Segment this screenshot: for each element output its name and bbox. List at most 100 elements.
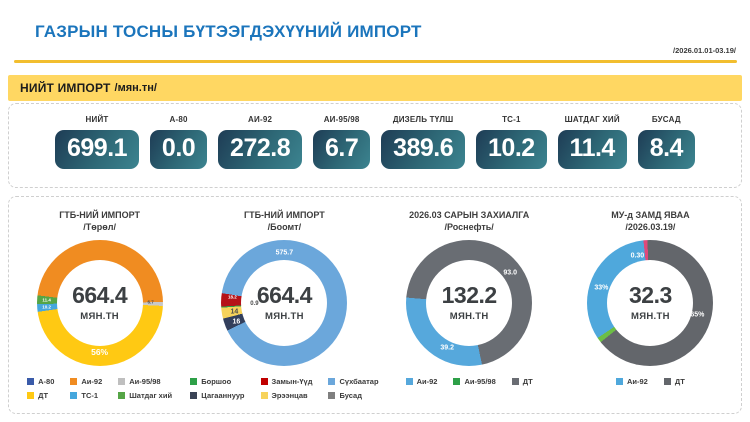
legend-swatch-icon xyxy=(328,392,336,400)
total-import-label: НИЙТ ИМПОРТ xyxy=(20,81,111,95)
legend-label: Сүхбаатар xyxy=(339,377,379,387)
legend-swatch-icon xyxy=(27,392,35,400)
legend-swatch-icon xyxy=(118,392,126,400)
date-range: /2026.01.01-03.19/ xyxy=(673,46,736,55)
donut-data-label: 575.7 xyxy=(275,249,294,257)
legend-swatch-icon xyxy=(405,378,413,386)
donut-data-label: 14 xyxy=(230,308,239,316)
panel-monthly-order: 2026.03 САРЫН ЗАХИАЛГА /Роснефть/ 132.2 … xyxy=(379,197,560,413)
legend-item: Аи-92 xyxy=(615,377,648,386)
donut-data-label: 65% xyxy=(690,311,705,319)
donut-hole: 32.3 МЯН.ТН xyxy=(607,260,694,347)
kpi-value: 389.6 xyxy=(381,130,466,169)
kpi-label: БУСАД xyxy=(651,115,681,124)
kpi-label: ШАТДАГ ХИЙ xyxy=(564,115,620,124)
legend-label: Шатдаг хий xyxy=(129,391,173,401)
legend-swatch-icon xyxy=(511,378,519,386)
donut-legend: А-80 Аи-92 Аи-95/98 ДТ ТС-1 Шатдаг хий xyxy=(27,377,172,400)
kpi-ai92: АИ-92 272.8 xyxy=(218,115,303,169)
donut-center-unit: МЯН.ТН xyxy=(265,311,304,323)
kpi-label: А-80 xyxy=(169,115,188,124)
legend-item: Шатдаг хий xyxy=(118,391,172,400)
page-title: ГАЗРЫН ТОСНЫ БҮТЭЭГДЭХҮҮНИЙ ИМПОРТ xyxy=(35,22,422,41)
donut-title: МУ-д ЗАМД ЯВАА xyxy=(611,210,690,220)
donut-data-label: 0.30 xyxy=(630,252,645,260)
kpi-label: ДИЗЕЛЬ ТҮЛШ xyxy=(392,115,454,124)
legend-item: Замын-Үүд xyxy=(260,377,313,387)
donut-data-label: 11.4 xyxy=(42,297,51,303)
total-import-bar: НИЙТ ИМПОРТ /мян.тн/ xyxy=(8,75,742,101)
donut-data-label: 93.0 xyxy=(503,269,517,277)
legend-label: ДТ xyxy=(522,377,533,387)
kpi-label: ТС-1 xyxy=(502,115,521,124)
kpi-value: 699.1 xyxy=(55,130,140,169)
donut-center-unit: МЯН.ТН xyxy=(449,311,489,323)
kpi-lpg: ШАТДАГ ХИЙ 11.4 xyxy=(557,115,627,169)
legend-item: Эрээнцав xyxy=(260,391,313,401)
legend-swatch-icon xyxy=(27,378,35,386)
panel-in-transit: МУ-д ЗАМД ЯВАА /2026.03.19/ 32.3 МЯН.ТН … xyxy=(560,197,741,413)
donut-center-value: 132.2 xyxy=(441,282,498,309)
legend-item: Боршоо xyxy=(190,377,244,386)
kpi-total: НИЙТ 699.1 xyxy=(55,115,140,169)
legend-swatch-icon xyxy=(70,392,78,400)
legend-label: Эрээнцав xyxy=(271,391,308,401)
donut-data-label: 0.9 xyxy=(250,301,259,308)
legend-item: Сүхбаатар xyxy=(328,377,379,387)
donut-center-value: 664.4 xyxy=(256,282,313,309)
legend-item: ДТ xyxy=(663,377,685,387)
donut-section: ГТБ-НИЙ ИМПОРТ /Төрөл/ 664.4 МЯН.ТН 56% 1… xyxy=(8,196,742,414)
donut-center-unit: МЯН.ТН xyxy=(631,311,670,323)
donut-title: ГТБ-НИЙ ИМПОРТ xyxy=(243,210,325,220)
legend-item: ТС-1 xyxy=(70,391,102,400)
legend-item: Цагааннуур xyxy=(190,391,245,401)
legend-item: А-80 xyxy=(27,377,54,386)
legend-label: Аи-92 xyxy=(81,377,103,387)
legend-item: Аи-95/98 xyxy=(453,377,496,386)
legend-label: Аи-92 xyxy=(416,377,438,387)
donut-data-label: 10.2 xyxy=(42,304,51,310)
kpi-label: АИ-92 xyxy=(248,115,273,124)
kpi-value: 10.2 xyxy=(476,130,547,169)
donut-title: ГТБ-НИЙ ИМПОРТ xyxy=(59,210,141,220)
donut-subtitle: /Роснефть/ xyxy=(444,221,494,232)
legend-label: ДТ xyxy=(674,377,685,387)
legend-item: Аи-95/98 xyxy=(118,377,172,386)
legend-item: ДТ xyxy=(511,377,533,387)
legend-item: Аи-92 xyxy=(70,377,102,386)
legend-label: Цагааннуур xyxy=(201,391,245,401)
kpi-strip: НИЙТ 699.1 А-80 0.0 АИ-92 272.8 АИ-95/98… xyxy=(8,103,742,188)
donut-chart: 32.3 МЯН.ТН 0.30 33% 65% xyxy=(587,240,714,367)
legend-swatch-icon xyxy=(190,378,198,386)
kpi-diesel: ДИЗЕЛЬ ТҮЛШ 389.6 xyxy=(381,115,466,169)
donut-subtitle: /Төрөл/ xyxy=(83,221,116,232)
donut-chart: 132.2 МЯН.ТН 93.0 39.2 xyxy=(406,240,533,367)
panel-import-by-type: ГТБ-НИЙ ИМПОРТ /Төрөл/ 664.4 МЯН.ТН 56% 1… xyxy=(9,197,190,413)
legend-label: А-80 xyxy=(38,377,55,387)
donut-hole: 664.4 МЯН.ТН xyxy=(241,260,328,347)
gold-divider xyxy=(14,60,737,63)
legend-item: Аи-92 xyxy=(405,377,438,387)
donut-chart: 664.4 МЯН.ТН 56% 11.4 10.2 6.7 xyxy=(36,240,163,367)
donut-hole: 132.2 МЯН.ТН xyxy=(426,260,513,347)
kpi-a80: А-80 0.0 xyxy=(149,115,208,169)
legend-swatch-icon xyxy=(190,392,198,400)
kpi-label: АИ-95/98 xyxy=(323,115,360,124)
donut-title: 2026.03 САРЫН ЗАХИАЛГА xyxy=(409,210,530,220)
legend-label: Боршоо xyxy=(201,377,232,387)
panel-import-by-port: ГТБ-НИЙ ИМПОРТ /Боомт/ 664.4 МЯН.ТН 575.… xyxy=(190,197,379,413)
kpi-value: 11.4 xyxy=(557,130,627,169)
donut-center-unit: МЯН.ТН xyxy=(80,311,119,323)
legend-swatch-icon xyxy=(70,378,78,386)
donut-data-label: 18.2 xyxy=(228,294,237,300)
donut-data-label: 16 xyxy=(232,318,241,326)
donut-data-label: 33% xyxy=(594,284,609,292)
legend-label: Замын-Үүд xyxy=(271,377,313,387)
legend-swatch-icon xyxy=(260,378,268,386)
donut-hole: 664.4 МЯН.ТН xyxy=(56,260,143,347)
donut-legend: Аи-92 Аи-95/98 ДТ xyxy=(405,377,533,387)
kpi-tc1: ТС-1 10.2 xyxy=(476,115,547,169)
donut-data-label: 56% xyxy=(91,347,109,358)
legend-label: ДТ xyxy=(38,391,49,401)
donut-subtitle: /2026.03.19/ xyxy=(625,221,676,232)
